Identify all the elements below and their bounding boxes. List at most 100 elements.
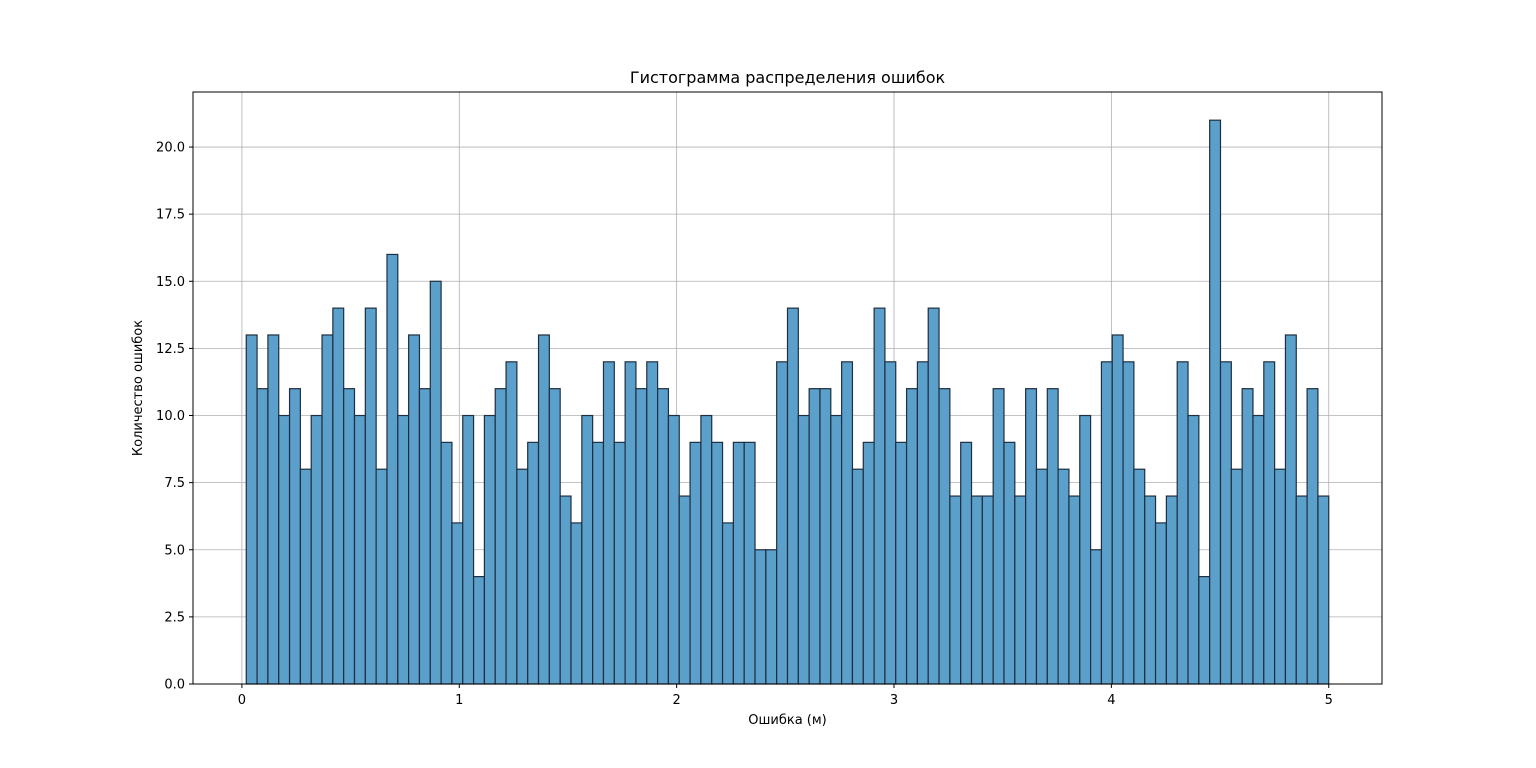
histogram-bar [851,468,864,685]
histogram-bar [278,414,291,685]
x-axis-title: Ошибка (м) [748,713,827,728]
histogram-bar [429,280,442,685]
histogram-bar [927,307,940,685]
histogram-bar [375,468,388,685]
histogram-bar [505,361,518,685]
y-tick-label: 17.5 [156,208,185,223]
histogram-bar [1230,468,1243,685]
histogram-bar [1035,468,1048,685]
histogram-bar [646,361,659,685]
histogram-bar [841,361,854,685]
histogram-bar [592,441,605,685]
histogram-bar [657,388,670,685]
histogram-bar [624,361,637,685]
histogram-bar [343,388,356,685]
histogram-bar [1198,576,1211,685]
histogram-bar [418,388,431,685]
histogram-bar [776,361,789,685]
histogram-bar [1209,119,1222,685]
histogram-bar [1122,361,1135,685]
histogram-bar [1068,495,1081,685]
histogram-bar [905,388,918,685]
histogram-bar [635,388,648,685]
histogram-bar [462,414,475,685]
histogram-bar [364,307,377,685]
histogram-bar [1165,495,1178,685]
histogram-bar [267,334,280,685]
histogram-bar [678,495,691,685]
histogram-bar [1252,414,1265,685]
histogram-bar [895,441,908,685]
histogram-bar [332,307,345,685]
y-tick-label: 10.0 [156,409,185,424]
histogram-bar [765,549,778,685]
histogram-bar [245,334,258,685]
histogram-bar [981,495,994,685]
histogram-bar [819,388,832,685]
histogram-bar [754,549,767,685]
histogram-bar [830,414,843,685]
histogram-bar [949,495,962,685]
y-tick-label: 2.5 [164,610,185,625]
histogram-bar [743,441,756,685]
histogram-bar [808,388,821,685]
histogram-bar [1241,388,1254,685]
histogram-bar [667,414,680,685]
x-tick-label: 4 [1107,693,1115,708]
histogram-bar [494,388,507,685]
histogram-bar [1306,388,1319,685]
histogram-bar [537,334,550,685]
histogram-bar [310,414,323,685]
chart-title: Гистограмма распределения ошибок [630,68,946,87]
histogram-bar [397,414,410,685]
histogram-bar [527,441,540,685]
histogram-bar [797,414,810,685]
histogram-bar [721,522,734,685]
histogram-bar [862,441,875,685]
histogram-bar [1100,361,1113,685]
histogram-bar [1176,361,1189,685]
histogram-bar [1295,495,1308,685]
histogram-bar [1144,495,1157,685]
histogram-bar [299,468,312,685]
histogram-bar [992,388,1005,685]
histogram-bar [786,307,799,685]
histogram-bar [1046,388,1059,685]
histogram-bar [1284,334,1297,685]
y-tick-label: 5.0 [164,543,185,558]
histogram-bar [483,414,496,685]
histogram-bar [386,253,399,685]
histogram-bar [256,388,269,685]
histogram-bar [321,334,334,685]
histogram-bar [1187,414,1200,685]
histogram-bar [472,576,486,685]
histogram-bar [1133,468,1146,685]
histogram-bar [1079,414,1092,685]
histogram-bar [1154,522,1167,685]
histogram-bar [451,522,464,685]
histogram-bar [516,468,529,685]
y-tick-label: 12.5 [156,342,185,357]
histogram-bar [548,388,561,685]
histogram-bar [1057,468,1070,685]
histogram-bar [732,441,745,685]
plot-frame [192,91,1383,685]
histogram-bar [353,414,366,685]
histogram-bar [1317,495,1330,685]
histogram-bar [1111,334,1124,685]
histogram-bar [559,495,572,685]
histogram-bar [288,388,301,685]
histogram-bar [1003,441,1016,685]
histogram-bar [1025,388,1038,685]
histogram-bar [570,522,583,685]
x-axis-ticks: 0 1 2 3 4 5 [238,684,1333,708]
x-tick-label: 3 [890,693,898,708]
histogram-bar [1219,361,1232,685]
y-tick-label: 15.0 [156,275,185,290]
x-tick-label: 2 [673,693,681,708]
histogram-bar [960,441,973,685]
histogram-bar [689,441,702,685]
histogram-bar [1263,361,1276,685]
y-axis-ticks: 0.0 2.5 5.0 7.5 10.0 12.5 15.0 17.5 20.0 [156,141,193,693]
